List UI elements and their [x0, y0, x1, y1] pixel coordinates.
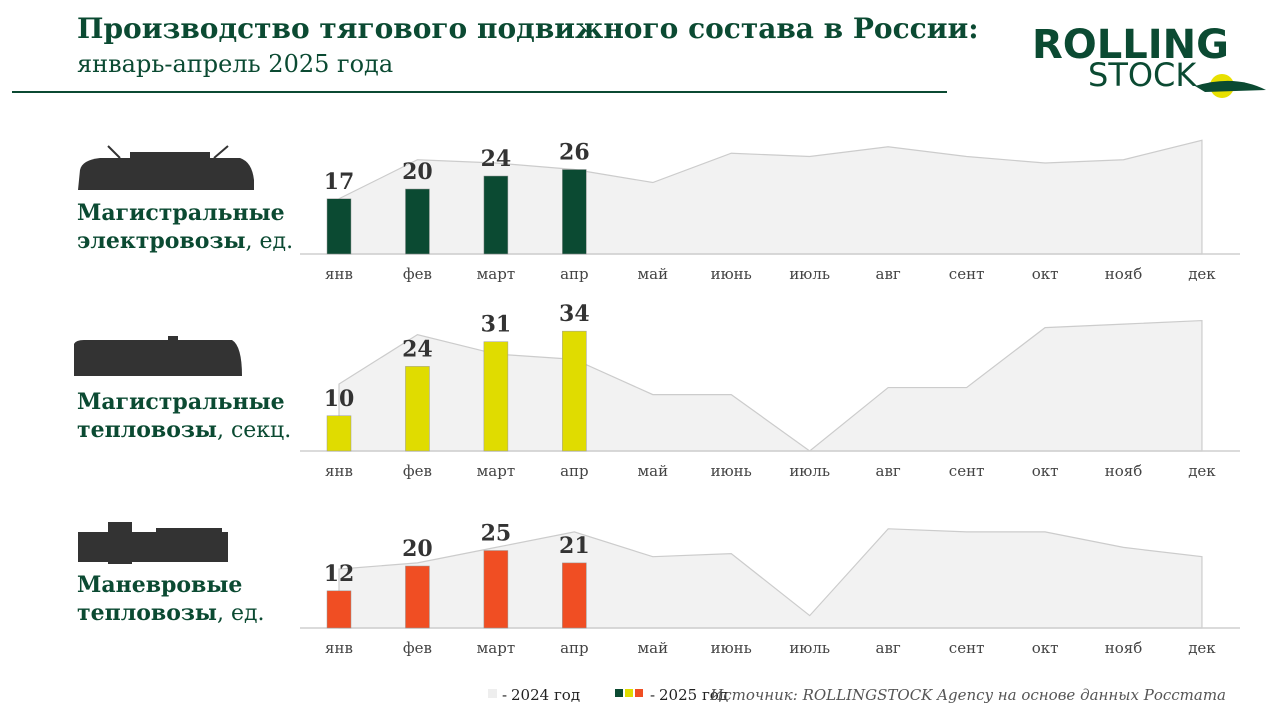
- value-label: 26: [559, 140, 590, 166]
- x-tick-label: авг: [876, 462, 901, 480]
- chart-title: Маневровые: [77, 572, 242, 598]
- x-tick-label: июль: [789, 265, 830, 283]
- value-label: 31: [481, 312, 512, 338]
- x-tick-label: март: [477, 462, 516, 480]
- bar: [405, 565, 430, 629]
- value-label: 12: [324, 561, 355, 587]
- bar: [483, 550, 509, 629]
- logo-top: ROLLING: [1032, 22, 1229, 68]
- bar: [483, 341, 509, 452]
- icon-electric: [78, 145, 254, 190]
- x-tick-label: апр: [560, 462, 589, 480]
- x-tick-label: сент: [949, 462, 985, 480]
- value-label: 10: [324, 386, 355, 412]
- legend-swatch: [488, 689, 497, 698]
- legend-swatch: [625, 689, 633, 697]
- legend-label: 2024 год: [511, 686, 580, 704]
- x-tick-label: дек: [1188, 639, 1216, 657]
- x-tick-label: фев: [403, 462, 432, 480]
- x-tick-label: июнь: [711, 265, 752, 283]
- chart-unit: , секц.: [217, 418, 291, 443]
- value-label: 20: [402, 536, 433, 562]
- x-tick-label: окт: [1032, 462, 1059, 480]
- area-2024: [338, 528, 1203, 629]
- x-tick-label: март: [477, 265, 516, 283]
- chart-title: Магистральные: [77, 389, 285, 415]
- x-tick-label: окт: [1032, 639, 1059, 657]
- chart-title: Магистральные: [77, 200, 285, 226]
- x-tick-label: апр: [560, 265, 589, 283]
- x-tick-label: авг: [876, 639, 901, 657]
- x-tick-label: нояб: [1105, 462, 1143, 480]
- x-tick-label: янв: [325, 462, 353, 480]
- title: Производство тягового подвижного состава…: [77, 12, 979, 45]
- x-tick-label: июль: [789, 639, 830, 657]
- x-tick-label: май: [637, 639, 668, 657]
- chart-title-line: тепловозы: [77, 600, 217, 626]
- bar: [405, 188, 430, 255]
- value-label: 25: [481, 521, 512, 547]
- source: Источник: ROLLINGSTOCK Agency на основе …: [709, 686, 1226, 704]
- value-label: 34: [559, 301, 590, 327]
- chart-title-line: электровозы: [77, 228, 246, 254]
- x-tick-label: дек: [1188, 265, 1216, 283]
- x-tick-label: янв: [325, 265, 353, 283]
- legend-swatch: [615, 689, 623, 697]
- x-tick-label: апр: [560, 639, 589, 657]
- bar: [326, 415, 352, 452]
- x-tick-label: июнь: [711, 462, 752, 480]
- x-tick-label: нояб: [1105, 639, 1143, 657]
- x-tick-label: сент: [949, 265, 985, 283]
- bar: [562, 562, 587, 629]
- x-tick-label: май: [637, 462, 668, 480]
- x-tick-label: июнь: [711, 639, 752, 657]
- chart-unit: , ед.: [246, 229, 294, 254]
- value-label: 20: [402, 159, 433, 185]
- bar: [405, 366, 430, 452]
- bar: [562, 169, 587, 255]
- subtitle: январь-апрель 2025 года: [77, 50, 393, 78]
- legend-swatch: [635, 689, 643, 697]
- icon-diesel: [74, 336, 242, 376]
- x-tick-label: фев: [403, 639, 432, 657]
- bar: [326, 590, 352, 629]
- x-tick-label: дек: [1188, 462, 1216, 480]
- x-tick-label: нояб: [1105, 265, 1143, 283]
- chart-title: тепловозы, секц.: [77, 417, 291, 443]
- area-2024: [338, 319, 1203, 452]
- x-tick-label: сент: [949, 639, 985, 657]
- bar: [483, 175, 509, 255]
- chart-title-line: тепловозы: [77, 417, 217, 443]
- legend-dash: -: [502, 686, 507, 704]
- value-label: 17: [324, 169, 355, 195]
- legend-label: 2025 год: [659, 686, 728, 704]
- value-label: 24: [481, 146, 512, 172]
- logo: ROLLING STOCK: [1032, 22, 1266, 98]
- logo-bottom: STOCK: [1088, 56, 1197, 94]
- x-tick-label: окт: [1032, 265, 1059, 283]
- x-tick-label: янв: [325, 639, 353, 657]
- area-2024: [338, 139, 1203, 255]
- bar: [326, 198, 352, 255]
- bar: [562, 330, 587, 452]
- chart-unit: , ед.: [217, 601, 265, 626]
- icon-shunter: [78, 522, 228, 564]
- x-tick-label: июль: [789, 462, 830, 480]
- x-tick-label: авг: [876, 265, 901, 283]
- chart-title: тепловозы, ед.: [77, 600, 265, 626]
- value-label: 24: [402, 336, 433, 362]
- legend-dash: -: [650, 686, 655, 704]
- x-tick-label: май: [637, 265, 668, 283]
- legend: - 2024 год - 2025 год: [488, 686, 728, 704]
- x-tick-label: март: [477, 639, 516, 657]
- value-label: 21: [559, 533, 590, 559]
- logo-train: [1195, 80, 1266, 92]
- x-tick-label: фев: [403, 265, 432, 283]
- chart-title: электровозы, ед.: [77, 228, 293, 254]
